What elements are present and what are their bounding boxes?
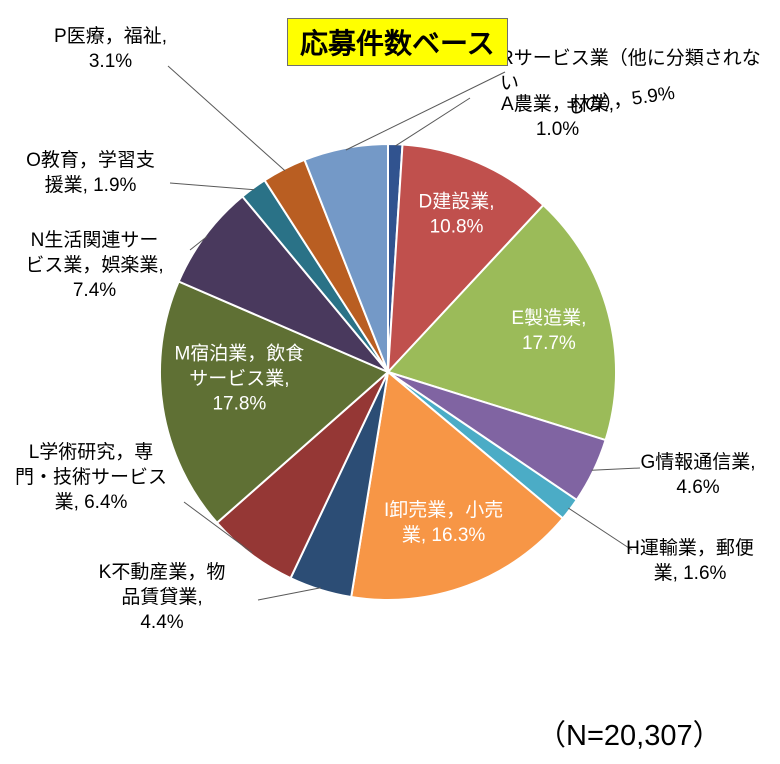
label-line: 援業, 1.9% bbox=[44, 175, 137, 196]
leader-line-H bbox=[568, 507, 633, 551]
outside-label-N: N生活関連サー ビス業，娯楽業, 7.4% bbox=[2, 228, 187, 303]
label-line: L学術研究，専 bbox=[28, 442, 154, 463]
leader-line-G bbox=[591, 467, 641, 471]
label-line: 4.6% bbox=[676, 477, 720, 498]
leader-line-A bbox=[394, 97, 471, 147]
slice-label-M: M宿泊業，飲食サービス業, 17.8% bbox=[174, 343, 304, 415]
label-line: 3.1% bbox=[88, 51, 133, 72]
label-line: O教育，学習支 bbox=[26, 150, 155, 171]
outside-label-P: P医療，福祉, 3.1% bbox=[28, 24, 193, 74]
outside-label-A: A農業，林業, 1.0% bbox=[450, 92, 665, 142]
leader-line-P bbox=[167, 65, 286, 172]
outside-label-L: L学術研究，専 門・技術サービス 業, 6.4% bbox=[2, 440, 180, 515]
label-line: 4.4% bbox=[140, 612, 184, 633]
label-line: N生活関連サー bbox=[30, 230, 159, 251]
pie-slice-M bbox=[159, 280, 390, 525]
slice-label-D: D建設業, 10.8% bbox=[418, 190, 494, 237]
slice-label-I: I卸売業，小売業, 16.3% bbox=[384, 499, 503, 546]
label-line: 7.4% bbox=[72, 280, 117, 301]
label-line: H運輸業，郵便 bbox=[626, 538, 754, 559]
pie-slice-D bbox=[386, 143, 545, 375]
label-line: 業, 6.4% bbox=[54, 492, 128, 513]
pie-slice-R bbox=[303, 142, 389, 373]
leader-line-O bbox=[169, 182, 255, 191]
leader-line-L bbox=[183, 501, 253, 554]
outside-label-R: Rサービス業（他に分類されない もの），5.9% bbox=[500, 46, 778, 121]
pie-slice-N bbox=[177, 195, 389, 373]
label-line: 1.0% bbox=[535, 119, 580, 140]
label-line: ビス業，娯楽業, bbox=[25, 255, 164, 276]
chart-title: 応募件数ベース bbox=[287, 18, 508, 66]
label-line: 品賃貸業, bbox=[121, 587, 203, 608]
leader-line-K bbox=[257, 587, 321, 601]
label-line: G情報通信業, bbox=[640, 452, 756, 473]
pie-slice-E bbox=[386, 203, 617, 442]
pie-slice-I bbox=[350, 370, 565, 601]
label-line: P医療，福祉, bbox=[54, 26, 167, 47]
label-line: 門・技術サービス bbox=[14, 467, 167, 488]
sample-size-note: （N=20,307） bbox=[537, 720, 722, 752]
leader-line-N bbox=[189, 236, 208, 251]
outside-label-O: O教育，学習支 援業, 1.9% bbox=[8, 148, 173, 198]
outside-label-K: K不動産業，物 品賃貸業, 4.4% bbox=[72, 560, 252, 635]
label-line: A農業，林業, bbox=[501, 94, 614, 115]
label-line: K不動産業，物 bbox=[98, 562, 226, 583]
label-line: 業, 1.6% bbox=[653, 563, 727, 584]
leader-line-R bbox=[345, 71, 506, 151]
label-line: Rサービス業（他に分類されない bbox=[500, 48, 761, 94]
slice-label-E: E製造業, 17.7% bbox=[511, 307, 586, 354]
outside-label-G: G情報通信業, 4.6% bbox=[618, 450, 778, 500]
outside-label-H: H運輸業，郵便 業, 1.6% bbox=[605, 536, 775, 586]
